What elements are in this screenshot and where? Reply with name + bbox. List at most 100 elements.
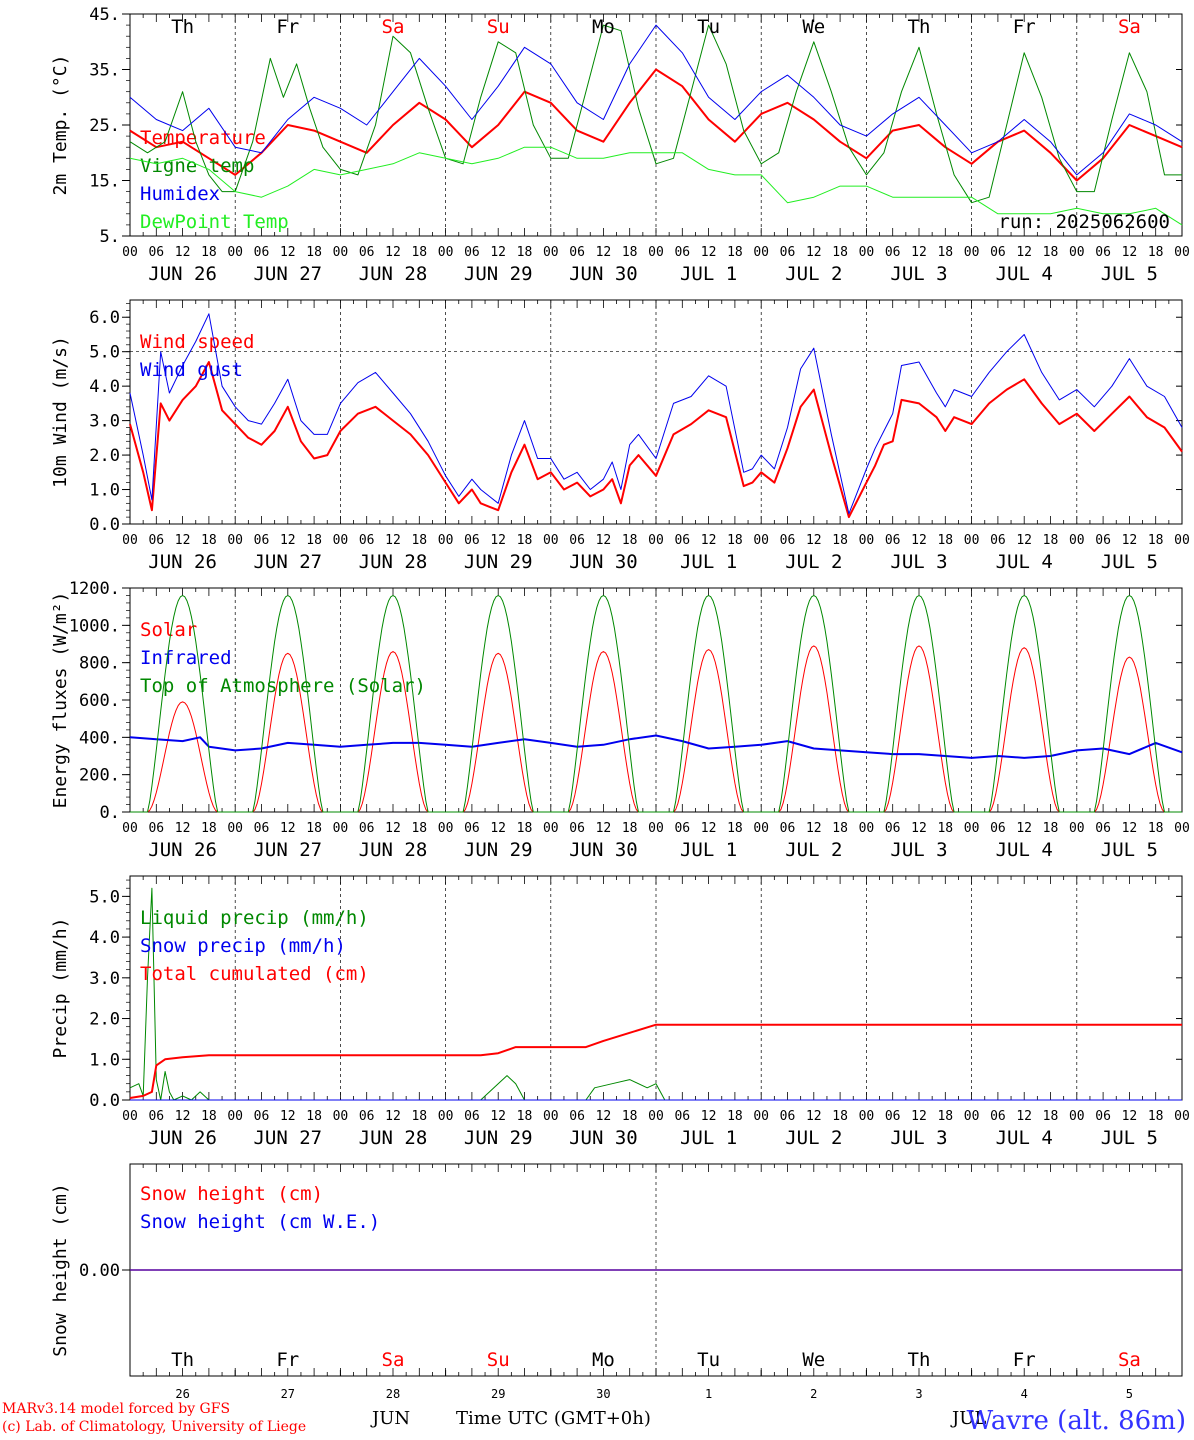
hour-label: 00 [438,821,454,836]
hour-label: 06 [359,533,375,548]
date-label: JUL 5 [1101,551,1158,573]
hour-label: 12 [596,533,612,548]
series-line-energy-2 [130,595,1182,813]
hour-label: 18 [622,533,638,548]
hour-label: 12 [911,533,927,548]
y-tick-label: 2.0 [89,446,120,466]
weekday-label: Mo [592,1349,615,1371]
hour-label: 00 [859,533,875,548]
date-label: JUL 2 [785,1127,842,1149]
date-label: JUL 4 [996,263,1053,285]
hour-label: 12 [596,821,612,836]
hour-label: 18 [306,821,322,836]
y-tick-label: 3.0 [89,412,120,432]
hour-label: 12 [490,821,506,836]
y-tick-label: 6.0 [89,308,120,328]
day-number-label: 28 [386,1387,400,1401]
hour-label: 06 [464,533,480,548]
hour-label: 00 [227,1109,243,1124]
hour-label: 06 [674,821,690,836]
day-number-label: 3 [915,1387,922,1401]
hour-label: 12 [385,533,401,548]
weekday-label: Sa [382,1349,405,1371]
hour-label: 12 [701,821,717,836]
date-label: JUL 2 [785,551,842,573]
hour-label: 18 [1148,245,1164,260]
date-label: JUN 29 [464,1127,533,1149]
hour-label: 18 [1043,1109,1059,1124]
day-number-label: 27 [281,1387,295,1401]
hour-label: 00 [648,245,664,260]
hour-label: 00 [859,821,875,836]
hour-label: 00 [543,1109,559,1124]
hour-label: 12 [701,533,717,548]
hour-label: 06 [569,533,585,548]
hour-label: 06 [990,1109,1006,1124]
hour-label: 12 [596,1109,612,1124]
hour-label: 00 [1174,821,1190,836]
date-label: JUN 26 [148,1127,217,1149]
date-label: JUN 30 [569,551,638,573]
hour-label: 18 [832,245,848,260]
y-axis-label-temp: 2m Temp. (°C) [50,55,71,196]
hour-label: 18 [306,533,322,548]
day-number-label: 2 [810,1387,817,1401]
hour-label: 18 [1148,533,1164,548]
hour-label: 06 [885,821,901,836]
hour-label: 18 [937,245,953,260]
legend-entry-wind-0: Wind speed [140,331,254,353]
hour-label: 12 [806,245,822,260]
hour-label: 18 [201,1109,217,1124]
hour-label: 00 [859,1109,875,1124]
series-line-temp-3 [129,146,1183,226]
hour-label: 18 [832,533,848,548]
date-label: JUN 26 [148,551,217,573]
hour-label: 12 [1016,821,1032,836]
hour-label: 06 [569,1109,585,1124]
hour-label: 00 [648,821,664,836]
hour-label: 00 [122,245,138,260]
hour-label: 18 [937,821,953,836]
weekday-label: Th [908,1349,931,1371]
date-label: JUL 5 [1101,263,1158,285]
hour-label: 18 [1043,821,1059,836]
weekday-label: Fr [276,16,299,38]
hour-label: 00 [227,533,243,548]
weekday-label: Mo [592,16,615,38]
hour-label: 06 [1095,821,1111,836]
hour-label: 18 [832,821,848,836]
hour-label: 18 [727,821,743,836]
hour-label: 18 [306,1109,322,1124]
date-label: JUL 3 [890,1127,947,1149]
hour-label: 06 [1095,1109,1111,1124]
hour-label: 12 [1122,1109,1138,1124]
date-label: JUN 29 [464,263,533,285]
hour-label: 00 [753,821,769,836]
hour-label: 06 [464,1109,480,1124]
hour-label: 18 [411,821,427,836]
date-label: JUN 29 [464,839,533,861]
hour-label: 06 [464,821,480,836]
date-label: JUN 27 [253,551,322,573]
hour-label: 12 [1016,533,1032,548]
date-label: JUN 27 [253,263,322,285]
series-line-wind-1 [129,313,1183,515]
y-tick-label: 0.00 [79,1261,120,1281]
legend-entry-precip-2: Total cumulated (cm) [140,963,369,985]
date-label: JUL 1 [680,263,737,285]
date-label: JUL 3 [890,263,947,285]
hour-label: 06 [148,533,164,548]
run-label: run: 2025062600 [998,211,1170,233]
weekday-label: We [802,1349,825,1371]
hour-label: 06 [148,821,164,836]
hour-label: 18 [517,1109,533,1124]
legend-entry-energy-0: Solar [140,619,197,641]
date-label: JUL 5 [1101,839,1158,861]
hour-label: 00 [543,821,559,836]
day-number-label: 5 [1126,1387,1133,1401]
hour-label: 18 [201,821,217,836]
weekday-label: Th [171,1349,194,1371]
hour-label: 00 [543,533,559,548]
legend-entry-energy-1: Infrared [140,647,232,669]
legend-entry-precip-0: Liquid precip (mm/h) [140,907,369,929]
